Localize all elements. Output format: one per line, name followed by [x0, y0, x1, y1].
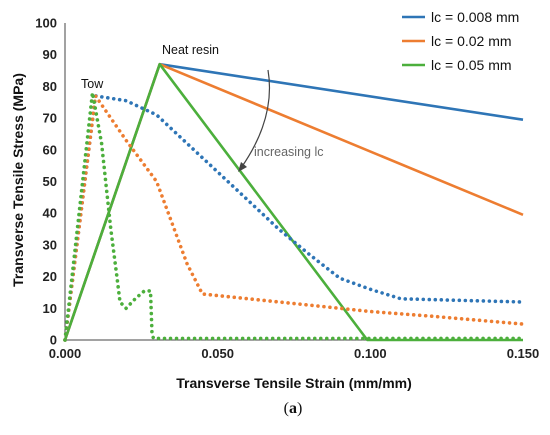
increasing-arrow [240, 69, 271, 169]
series-line-4 [63, 94, 525, 342]
y-tick-label: 20 [43, 269, 57, 284]
x-tick-label: 0.000 [49, 346, 82, 361]
x-axis-title: Transverse Tensile Strain (mm/mm) [176, 375, 412, 391]
x-tick-label: 0.050 [201, 346, 234, 361]
y-tick-label: 50 [43, 174, 57, 189]
annotation-tow: Tow [81, 77, 104, 91]
y-tick-label: 90 [43, 47, 57, 62]
y-tick-label: 100 [35, 16, 57, 31]
y-tick-label: 60 [43, 142, 57, 157]
y-tick-label: 0 [50, 333, 57, 348]
x-tick-label: 0.150 [507, 346, 540, 361]
y-tick-label: 30 [43, 237, 57, 252]
y-tick-label: 10 [43, 301, 57, 316]
series-line-3 [63, 62, 523, 342]
caption-letter: a [289, 400, 297, 417]
annotation-increasing-lc: increasing lc [254, 145, 323, 159]
annotation-neat-resin: Neat resin [162, 43, 219, 57]
legend-label: lc = 0.05 mm [431, 57, 512, 73]
x-tick-label: 0.100 [354, 346, 387, 361]
y-tick-label: 80 [43, 79, 57, 94]
series-layer [63, 62, 525, 342]
series-line-5 [63, 94, 525, 342]
y-axis-title: Transverse Tensile Stress (MPa) [10, 73, 26, 287]
tick-labels: 0 10 20 30 40 50 60 70 80 90 100 0.000 0.050 0.100 0.1… [35, 16, 539, 362]
y-tick-label: 70 [43, 111, 57, 126]
legend-label: lc = 0.008 mm [431, 9, 519, 25]
caption: (a) [284, 400, 303, 417]
increasing-arrowhead [238, 162, 247, 172]
series-line-6 [63, 90, 525, 342]
legend: lc = 0.008 mm lc = 0.02 mm lc = 0.05 mm [402, 9, 519, 73]
legend-label: lc = 0.02 mm [431, 33, 512, 49]
y-tick-label: 40 [43, 206, 57, 221]
